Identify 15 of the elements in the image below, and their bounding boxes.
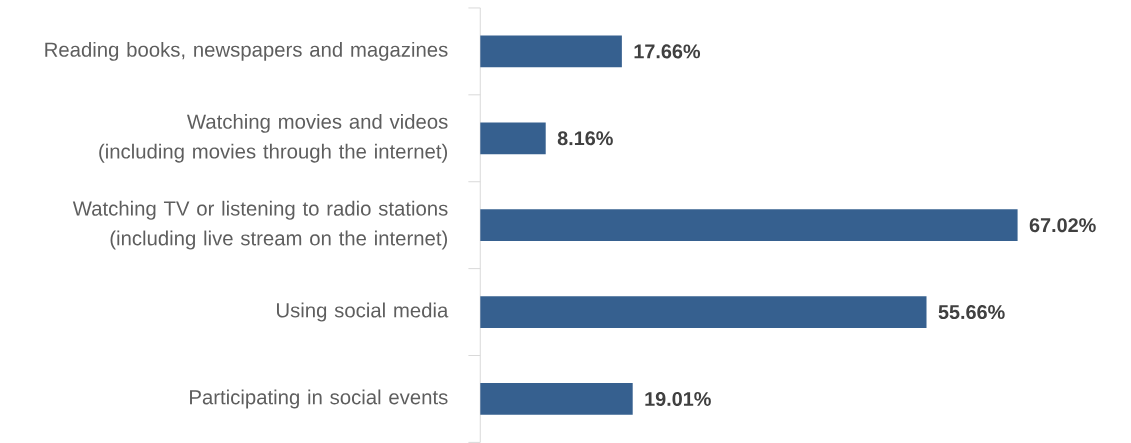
y-tick-label: Watching movies and videos (including movies through the internet): [99, 113, 448, 163]
data-label: 17.66%: [634, 44, 701, 59]
bar: [480, 296, 927, 328]
y-tick-label: Reading books, newspapers and magazines: [45, 41, 448, 61]
bar: [480, 209, 1018, 242]
data-label: 8.16%: [557, 131, 613, 146]
y-tick-label: Using social media: [277, 302, 449, 322]
y-tick-label: Watching TV or listening to radio stations (including live stream on the internet): [72, 200, 448, 250]
data-label: 55.66%: [938, 305, 1005, 320]
bar: [480, 35, 622, 68]
data-label: 67.02%: [1029, 218, 1096, 233]
y-tick-label: Participating in social events: [190, 389, 448, 409]
bar: [480, 383, 633, 415]
bar: [480, 122, 546, 155]
data-label: 19.01%: [645, 391, 711, 407]
